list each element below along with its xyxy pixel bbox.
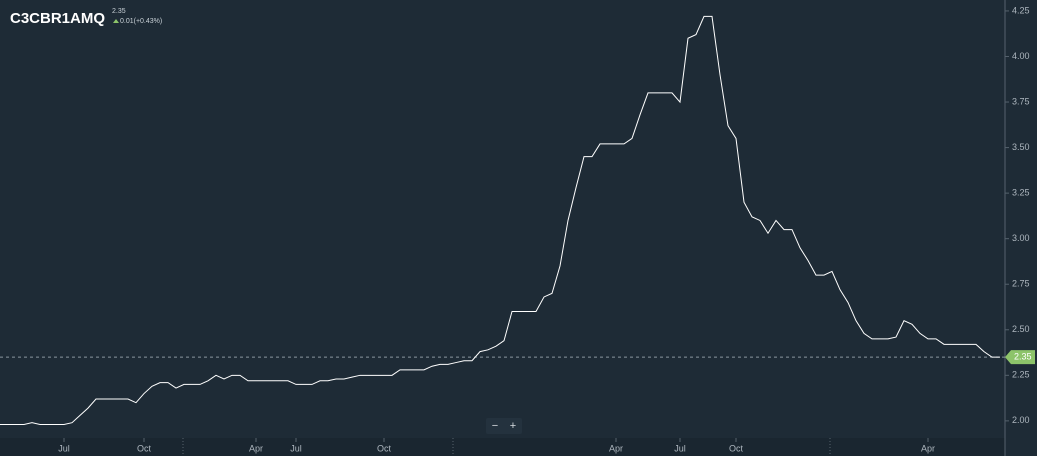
x-tick-label: Jul (290, 443, 302, 453)
zoom-out[interactable]: − (492, 420, 498, 432)
x-axis-band (0, 438, 1005, 456)
x-tick-label: Apr (609, 443, 623, 453)
y-tick-label: 2.50 (1012, 324, 1030, 334)
last-value-label: 2.35 (1014, 351, 1032, 361)
x-tick-label: Oct (729, 443, 744, 453)
y-tick-label: 2.25 (1012, 370, 1030, 380)
up-arrow (113, 19, 119, 23)
x-tick-label: Apr (921, 443, 935, 453)
y-tick-label: 4.00 (1012, 51, 1030, 61)
y-tick-label: 2.00 (1012, 415, 1030, 425)
change: 0.01(+0.43%) (120, 18, 162, 25)
x-tick-label: Jul (58, 443, 70, 453)
symbol: C3CBR1AMQ (10, 10, 105, 27)
y-tick-label: 3.50 (1012, 142, 1030, 152)
zoom-controls (486, 418, 522, 434)
x-tick-label: Oct (377, 443, 392, 453)
last-value-tag (1005, 350, 1035, 365)
y-tick-label: 3.25 (1012, 188, 1030, 198)
price-line (0, 15, 1000, 426)
y-tick-label: 4.25 (1012, 5, 1030, 15)
x-tick-label: Apr (249, 443, 263, 453)
price: 2.35 (112, 8, 126, 15)
y-tick-label: 3.75 (1012, 96, 1030, 106)
x-tick-label: Jul (674, 443, 686, 453)
y-tick-label: 3.00 (1012, 233, 1030, 243)
x-tick-label: Oct (137, 443, 152, 453)
zoom-in[interactable]: + (510, 420, 516, 432)
y-tick-label: 2.75 (1012, 279, 1030, 289)
